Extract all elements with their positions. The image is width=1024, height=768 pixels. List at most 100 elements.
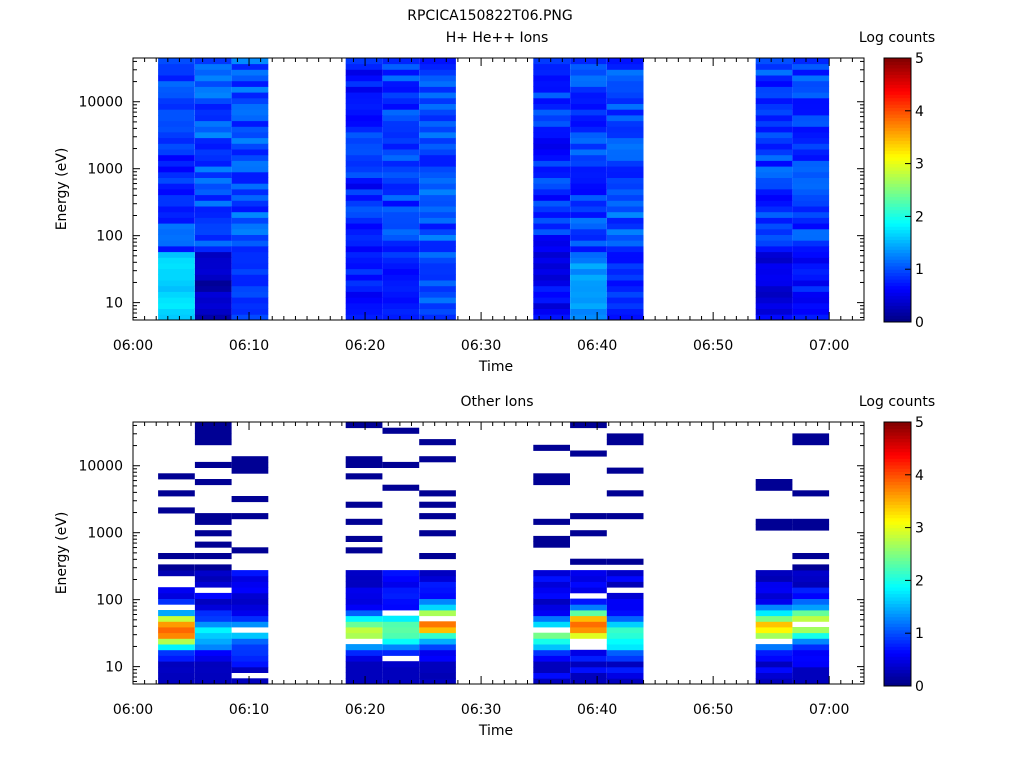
heatmap-cell <box>570 92 607 99</box>
heatmap-cell <box>231 183 269 190</box>
colorbar-segment <box>884 511 911 515</box>
colorbar-segment <box>884 646 911 651</box>
heatmap-cell <box>533 655 570 662</box>
heatmap-cell <box>345 621 383 628</box>
heatmap-cell <box>792 581 830 588</box>
heatmap-cell <box>755 200 793 207</box>
heatmap-cell <box>194 194 232 201</box>
heatmap-cell <box>755 194 793 201</box>
heatmap-cell <box>158 234 195 241</box>
heatmap-cell <box>533 92 570 99</box>
heatmap-cell <box>755 610 793 617</box>
colorbar-segment <box>884 305 911 310</box>
colorbar-tick-label: 5 <box>915 415 924 431</box>
heatmap-cell <box>194 177 232 184</box>
heatmap-cell <box>158 473 195 480</box>
heatmap-cell <box>755 297 793 304</box>
heatmap-cell <box>231 120 269 127</box>
heatmap-cell <box>194 518 232 525</box>
colorbar-segment <box>884 117 911 122</box>
heatmap-cell <box>194 627 232 634</box>
heatmap-cell <box>755 285 793 292</box>
heatmap-cell <box>419 160 456 167</box>
heatmap-cell <box>231 661 269 668</box>
heatmap-cell <box>792 58 830 65</box>
heatmap-cell <box>570 246 607 253</box>
heatmap-cell <box>231 223 269 230</box>
heatmap-cell <box>194 126 232 133</box>
heatmap-cell <box>533 97 570 104</box>
colorbar-segment <box>884 213 911 217</box>
colorbar-segment <box>884 468 911 472</box>
heatmap-cell <box>570 228 607 235</box>
heatmap-cell <box>533 598 570 605</box>
colorbar-tick-label: 5 <box>915 51 924 67</box>
heatmap-cell <box>606 604 644 611</box>
heatmap-cell <box>231 587 269 594</box>
heatmap-cell <box>606 86 644 93</box>
heatmap-cell <box>755 672 793 679</box>
heatmap-cell <box>533 302 570 309</box>
heatmap-cell <box>533 217 570 224</box>
y-tick-label: 10 <box>105 660 123 676</box>
heatmap-cell <box>755 80 793 87</box>
heatmap-cell <box>158 655 195 662</box>
heatmap-cell <box>231 251 269 258</box>
heatmap-cell <box>533 69 570 76</box>
colorbar-segment <box>884 458 911 463</box>
colorbar-tick-label: 4 <box>915 104 924 120</box>
heatmap-cell <box>755 69 793 76</box>
colorbar-segment <box>884 137 911 141</box>
heatmap-cell <box>345 649 383 656</box>
heatmap-cell <box>194 86 232 93</box>
heatmap-cell <box>382 615 420 622</box>
colorbar-tick-label: 1 <box>915 262 924 278</box>
heatmap-cell <box>382 666 420 673</box>
heatmap-cell <box>606 285 644 292</box>
heatmap-cell <box>606 627 644 634</box>
heatmap-cell <box>792 171 830 178</box>
heatmap-cell <box>792 189 830 196</box>
heatmap-cell <box>158 632 195 639</box>
heatmap-cell <box>158 610 195 617</box>
colorbar-tick-label: 2 <box>915 209 924 225</box>
heatmap-cell <box>755 575 793 582</box>
heatmap-cell <box>570 450 607 457</box>
heatmap-cell <box>792 285 830 292</box>
heatmap-cell <box>345 610 383 617</box>
heatmap-cell <box>231 58 269 65</box>
colorbar-segment <box>884 494 911 499</box>
heatmap-cell <box>606 246 644 253</box>
heatmap-cell <box>533 314 570 321</box>
heatmap-cell <box>755 581 793 588</box>
x-tick-label: 06:00 <box>113 338 153 354</box>
heatmap-cell <box>606 80 644 87</box>
heatmap-cell <box>194 92 232 99</box>
heatmap-cell <box>792 280 830 287</box>
heatmap-cell <box>570 86 607 93</box>
heatmap-cell <box>194 308 232 315</box>
heatmap-cell <box>533 587 570 594</box>
heatmap-cell <box>533 291 570 298</box>
heatmap-cell <box>755 143 793 150</box>
heatmap-cell <box>533 251 570 258</box>
heatmap-cell <box>755 649 793 656</box>
colorbar-segment <box>884 620 911 624</box>
heatmap-cell <box>345 246 383 253</box>
colorbar-segment <box>884 186 911 191</box>
colorbar-segment <box>884 196 911 201</box>
heatmap-cell <box>382 92 420 99</box>
heatmap-cell <box>194 189 232 196</box>
colorbar-segment <box>884 554 911 558</box>
heatmap-cell <box>158 268 195 275</box>
heatmap-cell <box>382 109 420 116</box>
x-tick-label: 06:10 <box>229 338 269 354</box>
heatmap-cell <box>194 63 232 70</box>
heatmap-cell <box>158 200 195 207</box>
heatmap-cell <box>345 63 383 70</box>
colorbar-label: Log counts <box>859 394 935 410</box>
colorbar-segment <box>884 282 911 287</box>
heatmap-cell <box>194 206 232 213</box>
heatmap-cell <box>158 63 195 70</box>
heatmap-cell <box>792 240 830 247</box>
